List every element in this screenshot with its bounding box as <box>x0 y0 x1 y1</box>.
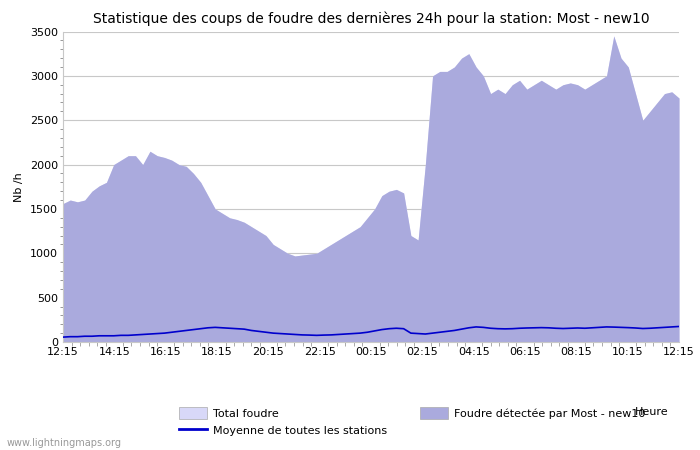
Title: Statistique des coups de foudre des dernières 24h pour la station: Most - new10: Statistique des coups de foudre des dern… <box>92 12 650 26</box>
Text: www.lightningmaps.org: www.lightningmaps.org <box>7 438 122 448</box>
Legend: Total foudre, Moyenne de toutes les stations, Foudre détectée par Most - new10: Total foudre, Moyenne de toutes les stat… <box>179 407 645 436</box>
Y-axis label: Nb /h: Nb /h <box>15 172 24 202</box>
Text: Heure: Heure <box>635 407 668 417</box>
